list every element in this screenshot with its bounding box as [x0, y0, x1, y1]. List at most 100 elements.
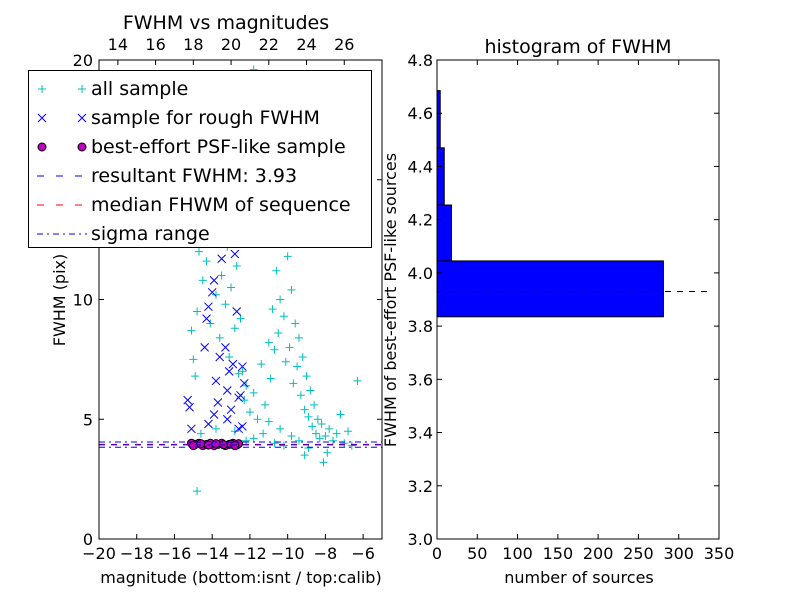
- data-point: [344, 427, 353, 436]
- x-tick-label: 50: [467, 544, 487, 563]
- data-point: [230, 324, 239, 333]
- data-point: [209, 410, 219, 419]
- data-point: [287, 432, 296, 441]
- y-tick-label: 4.4: [408, 157, 433, 176]
- scatter-plot: −20 −18 −16 −14 −12 −10 −8 −6 14 16 18 20 22 24 26 0 5 10…: [50, 12, 383, 587]
- data-point: [253, 415, 262, 424]
- data-point: [234, 424, 243, 434]
- x-tick-label: −20: [82, 544, 116, 563]
- data-point: [191, 372, 200, 381]
- legend-entry-median-fwhm: median FHWM of sequence: [29, 191, 371, 220]
- histogram-bar: [436, 147, 445, 206]
- data-point: [294, 333, 303, 342]
- data-point: [188, 441, 198, 451]
- data-point: [274, 329, 283, 338]
- data-point: [287, 285, 296, 294]
- data-point: [261, 400, 270, 409]
- data-point: [209, 275, 219, 285]
- scatter-ticks: −20 −18 −16 −14 −12 −10 −8 −6 14 16 18 20 22 24 26 0 5 10…: [73, 35, 382, 563]
- data-point: [196, 439, 206, 449]
- data-point: [230, 249, 240, 259]
- data-point: [306, 386, 315, 395]
- data-point: [239, 378, 249, 388]
- data-point: [221, 343, 230, 352]
- legend-entry-psf-sample: best-effort PSF-like sample: [29, 133, 371, 162]
- data-point: [270, 439, 279, 448]
- x-tick-label: 200: [583, 544, 614, 563]
- dashed-line-icon: [37, 175, 87, 177]
- x-tick-label: 300: [663, 544, 694, 563]
- data-point: [279, 441, 288, 450]
- legend-label: all sample: [91, 78, 189, 100]
- histogram-xlabel: number of sources: [504, 568, 654, 587]
- data-point: [347, 441, 356, 450]
- legend-entry-all-sample: all sample: [29, 75, 371, 104]
- circle-marker-icon: [37, 142, 87, 152]
- data-point: [321, 432, 330, 441]
- data-point: [340, 439, 349, 448]
- data-point: [215, 333, 224, 342]
- data-point: [238, 367, 247, 376]
- data-point: [217, 254, 226, 264]
- x-tick-label: −10: [271, 544, 305, 563]
- data-point: [323, 448, 332, 457]
- data-point: [211, 290, 220, 299]
- x-tick-label: −6: [351, 544, 375, 563]
- dashed-line-icon: [37, 204, 87, 206]
- x-tick-label: 0: [432, 544, 442, 563]
- data-point: [328, 436, 337, 445]
- y-tick-label: 0: [83, 530, 93, 549]
- data-point: [227, 283, 236, 292]
- data-point: [217, 271, 226, 280]
- data-point: [202, 314, 211, 324]
- histogram-ylabel: FWHM of best-effort PSF-like sources: [381, 153, 400, 447]
- data-point: [270, 345, 279, 354]
- top-x-tick-label: 14: [108, 35, 128, 54]
- legend-label: sample for rough FWHM: [91, 107, 320, 129]
- data-point: [193, 487, 202, 496]
- legend-label: best-effort PSF-like sample: [91, 136, 346, 158]
- data-point: [221, 300, 230, 309]
- top-x-tick-label: 22: [259, 35, 279, 54]
- data-point: [211, 376, 221, 386]
- x-tick-label: −8: [314, 544, 338, 563]
- x-tick-label: 250: [623, 544, 654, 563]
- data-point: [183, 395, 193, 405]
- data-point: [185, 402, 194, 412]
- data-point: [228, 359, 238, 369]
- data-point: [285, 343, 294, 352]
- top-x-tick-label: 26: [334, 35, 354, 54]
- legend-label: sigma range: [91, 223, 210, 245]
- data-point: [266, 374, 275, 383]
- data-point: [207, 287, 217, 297]
- scatter-legend: all sample sample for rough FWHM best-ef…: [28, 70, 372, 248]
- data-point: [230, 427, 239, 436]
- data-point: [289, 379, 298, 388]
- data-point: [293, 362, 302, 371]
- top-x-tick-label: 20: [221, 35, 241, 54]
- x-tick-label: −18: [120, 544, 154, 563]
- y-tick-label: 3.8: [408, 317, 433, 336]
- legend-label: median FHWM of sequence: [91, 194, 351, 216]
- x-tick-label: 350: [704, 544, 735, 563]
- data-point: [300, 451, 309, 460]
- data-point: [276, 424, 285, 433]
- data-point: [264, 417, 273, 426]
- data-point: [319, 458, 328, 467]
- dashdot-line-icon: [37, 233, 87, 235]
- data-point: [213, 398, 223, 407]
- data-point: [276, 295, 285, 304]
- scatter-title: FWHM vs magnitudes: [123, 12, 329, 34]
- data-point: [225, 352, 234, 361]
- data-point: [238, 422, 247, 431]
- data-point: [187, 326, 196, 335]
- data-point: [238, 362, 247, 371]
- histogram-axes-frame: [436, 59, 720, 540]
- data-point: [308, 422, 317, 431]
- data-point: [215, 352, 225, 362]
- histogram-ticks: 0 50 100 150 200 250 300 350 3.0 3.2 3.4 3.6 3.8 4.0 4…: [408, 51, 735, 563]
- y-tick-label: 3.0: [408, 530, 433, 549]
- data-point: [325, 424, 334, 433]
- legend-entry-sigma-range: sigma range: [29, 220, 371, 249]
